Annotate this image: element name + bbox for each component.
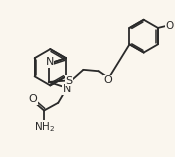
Text: S: S [65,76,72,86]
Text: NH$_2$: NH$_2$ [34,120,55,134]
Text: O: O [165,21,173,31]
Text: O: O [104,75,113,85]
Text: N: N [63,84,71,94]
Text: N: N [46,57,54,67]
Text: O: O [29,95,37,105]
